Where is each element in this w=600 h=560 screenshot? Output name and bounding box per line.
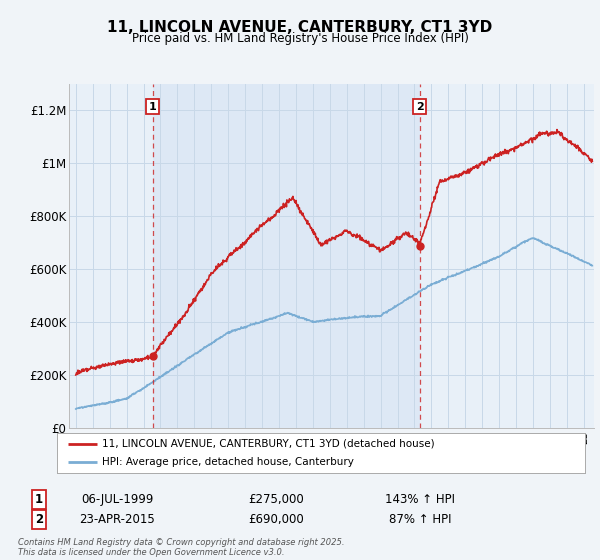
Text: HPI: Average price, detached house, Canterbury: HPI: Average price, detached house, Cant… — [102, 458, 354, 467]
Text: 23-APR-2015: 23-APR-2015 — [79, 513, 155, 526]
Text: Contains HM Land Registry data © Crown copyright and database right 2025.
This d: Contains HM Land Registry data © Crown c… — [18, 538, 344, 557]
Text: £690,000: £690,000 — [248, 513, 304, 526]
Text: 11, LINCOLN AVENUE, CANTERBURY, CT1 3YD: 11, LINCOLN AVENUE, CANTERBURY, CT1 3YD — [107, 20, 493, 35]
Text: 2: 2 — [416, 101, 424, 111]
Text: £275,000: £275,000 — [248, 493, 304, 506]
Text: 2: 2 — [35, 513, 43, 526]
Text: 87% ↑ HPI: 87% ↑ HPI — [389, 513, 451, 526]
Text: 143% ↑ HPI: 143% ↑ HPI — [385, 493, 455, 506]
Text: 1: 1 — [35, 493, 43, 506]
Text: 06-JUL-1999: 06-JUL-1999 — [81, 493, 153, 506]
Bar — [152, 84, 420, 428]
Text: 11, LINCOLN AVENUE, CANTERBURY, CT1 3YD (detached house): 11, LINCOLN AVENUE, CANTERBURY, CT1 3YD … — [102, 439, 434, 449]
Text: Price paid vs. HM Land Registry's House Price Index (HPI): Price paid vs. HM Land Registry's House … — [131, 32, 469, 45]
Text: 1: 1 — [149, 101, 157, 111]
